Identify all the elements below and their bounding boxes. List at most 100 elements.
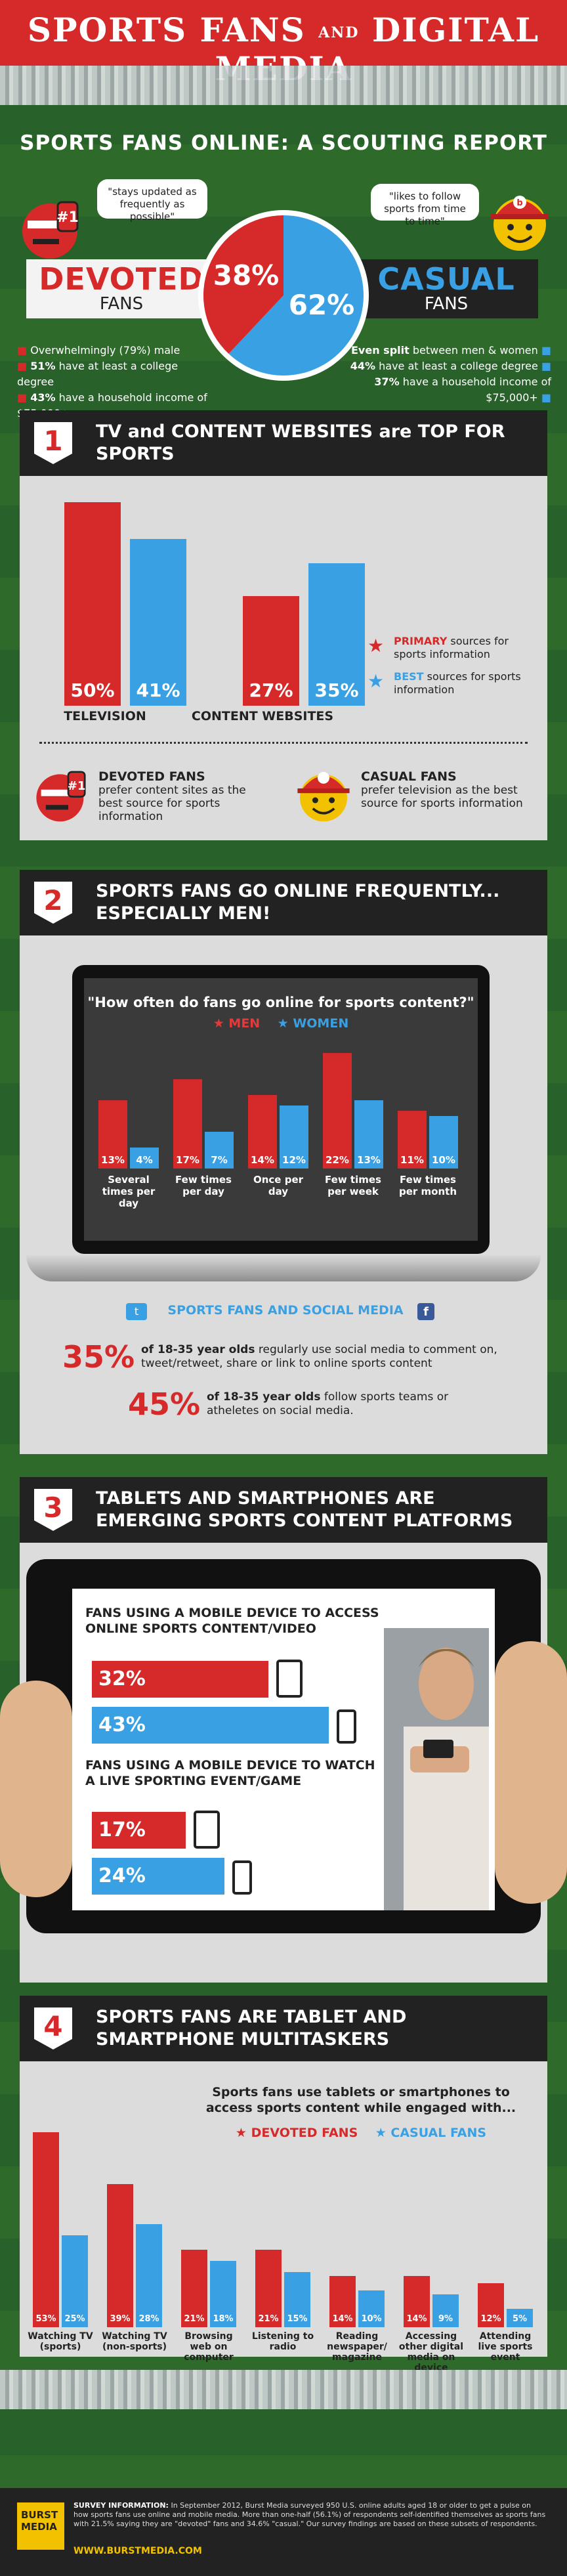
tablet-icon — [276, 1660, 303, 1698]
category-label: Accessing other digital media on device — [398, 2331, 464, 2373]
bar-value-label: 27% — [249, 679, 293, 701]
legend-casual: ★ CASUAL FANS — [375, 2126, 487, 2140]
bar-value-label: 4% — [136, 1154, 153, 1166]
casual-fan-face-icon — [297, 771, 350, 822]
title-part1: SPORTS FANS — [27, 11, 306, 49]
online-frequency-question: "How often do fans go online for sports … — [87, 995, 474, 1010]
category-label: Several times per day — [102, 1174, 156, 1209]
svg-text:#1: #1 — [56, 209, 79, 226]
bar-men — [98, 1100, 127, 1169]
section-badge: 2 — [34, 882, 72, 924]
bar-value-label: 15% — [287, 2314, 308, 2324]
devoted-facts: ■ Overwhelmingly (79%) male ■ 51% have a… — [17, 343, 214, 421]
casual-fans-note: CASUAL FANS prefer television as the best… — [361, 769, 523, 810]
bar-men — [173, 1079, 202, 1169]
category-label: Few times per week — [325, 1174, 381, 1197]
casual-facts: Even split between men & women ■ 44% hav… — [341, 343, 551, 406]
casual-label: CASUAL — [377, 261, 515, 297]
section-badge: 1 — [34, 422, 72, 464]
bar-value-label: 9% — [438, 2314, 453, 2324]
bar-value-label: 14% — [406, 2314, 427, 2324]
legend-devoted: ★ DEVOTED FANS — [235, 2126, 358, 2140]
axis-label-television: TELEVISION — [64, 709, 146, 723]
bar-value-label: 11% — [400, 1154, 424, 1166]
bar-casual — [210, 2261, 236, 2327]
burst-media-logo: BURST MEDIA — [17, 2502, 64, 2550]
bar-value-label: 32% — [98, 1667, 146, 1690]
axis-label-content-websites: CONTENT WEBSITES — [191, 709, 334, 723]
bar-devoted — [478, 2283, 504, 2327]
bar-value-label: 10% — [432, 1154, 455, 1166]
bar-women — [205, 1132, 234, 1169]
bar-casual — [432, 2294, 459, 2327]
stat2-text: of 18-35 year olds follow sports teams o… — [207, 1390, 449, 1417]
legend-best: BEST sources for sports information — [394, 670, 521, 696]
bar-women — [354, 1100, 383, 1169]
primary-star-icon: ★ — [368, 635, 385, 656]
bar-devoted — [404, 2275, 430, 2327]
casual-fact: Even split between men & women ■ — [351, 344, 551, 356]
bar-value-label: 28% — [138, 2314, 159, 2324]
online-frequency-legend: ★ MEN ★ WOMEN — [84, 1016, 478, 1031]
man-with-phone-image — [384, 1628, 489, 1910]
bar-devoted — [329, 2275, 356, 2327]
pie-slice-casual — [228, 215, 364, 376]
facebook-icon: f — [417, 1303, 434, 1320]
section-4-panel: 4 SPORTS FANS ARE TABLET AND SMARTPHONE … — [20, 1996, 547, 2357]
section-1-header: 1 TV and CONTENT WEBSITES are TOP FOR SP… — [20, 410, 547, 476]
devoted-label: DEVOTED — [39, 261, 204, 297]
bar-women — [130, 1148, 159, 1169]
bar-value-label: 21% — [258, 2314, 279, 2324]
bar-primary — [243, 595, 299, 706]
multitask-intro: Sports fans use tablets or smartphones t… — [205, 2085, 516, 2115]
survey-info: SURVEY INFORMATION: In September 2012, B… — [74, 2501, 546, 2528]
stat2-pct: 45% — [128, 1386, 201, 1422]
bar-value-label: 53% — [35, 2314, 56, 2324]
bar-devoted — [107, 2183, 133, 2327]
casual-fact: 44% have at least a college degree ■ — [350, 360, 551, 372]
bar-value-label: 12% — [282, 1154, 306, 1166]
bar-value-label: 50% — [70, 679, 115, 701]
bar-value-label: 25% — [64, 2314, 85, 2324]
category-label: Listening to radio — [251, 2331, 314, 2352]
bar-value-label: 18% — [213, 2314, 234, 2324]
bar-value-label: 41% — [136, 679, 180, 701]
category-label: Attending live sports event — [478, 2331, 533, 2363]
category-label: Browsing web on computer — [184, 2331, 234, 2363]
category-label: Watching TV (sports) — [28, 2331, 93, 2352]
bar-men — [323, 1053, 352, 1169]
smartphone-icon — [337, 1709, 357, 1744]
bar-primary — [64, 502, 121, 706]
pie-slice-devoted — [203, 215, 284, 354]
section-4-header: 4 SPORTS FANS ARE TABLET AND SMARTPHONE … — [20, 1996, 547, 2061]
legend-women: ★ WOMEN — [277, 1016, 349, 1031]
devoted-fans-note: DEVOTED FANS prefer content sites as the … — [98, 769, 246, 823]
bar-men — [248, 1095, 277, 1169]
legend-primary: PRIMARY sources for sports information — [394, 635, 509, 660]
bar-value-label: 14% — [251, 1154, 274, 1166]
casual-pct: 62% — [288, 289, 355, 321]
category-label: Once per day — [253, 1174, 304, 1197]
scouting-title: SPORTS FANS ONLINE: A SCOUTING REPORT — [20, 131, 547, 155]
casual-band — [341, 259, 538, 318]
website-link[interactable]: WWW.BURSTMEDIA.COM — [74, 2546, 202, 2556]
bar-value-label: 35% — [314, 679, 359, 701]
bar-casual — [507, 2309, 533, 2327]
section-badge: 4 — [34, 2007, 72, 2050]
title-and: AND — [318, 24, 360, 41]
bar-casual — [62, 2235, 88, 2327]
laptop-base — [26, 1255, 541, 1281]
bar-value-label: 13% — [101, 1154, 125, 1166]
bar-value-label: 17% — [176, 1154, 200, 1166]
devoted-sub-label: FANS — [99, 294, 144, 314]
bar-tablet — [92, 1661, 268, 1698]
section-2-title: SPORTS FANS GO ONLINE FREQUENTLY... ESPE… — [96, 881, 500, 924]
crowd-strip — [0, 66, 567, 105]
devoted-fan-face-icon: #1 — [22, 201, 79, 259]
crowd-strip — [0, 2370, 567, 2409]
bar-value-label: 13% — [357, 1154, 381, 1166]
section-3-header: 3 TABLETS AND SMARTPHONES ARE EMERGING S… — [20, 1477, 547, 1543]
social-media-title: SPORTS FANS AND SOCIAL MEDIA — [167, 1303, 404, 1318]
svg-text:b: b — [516, 198, 522, 208]
twitter-icon: t — [126, 1303, 147, 1320]
